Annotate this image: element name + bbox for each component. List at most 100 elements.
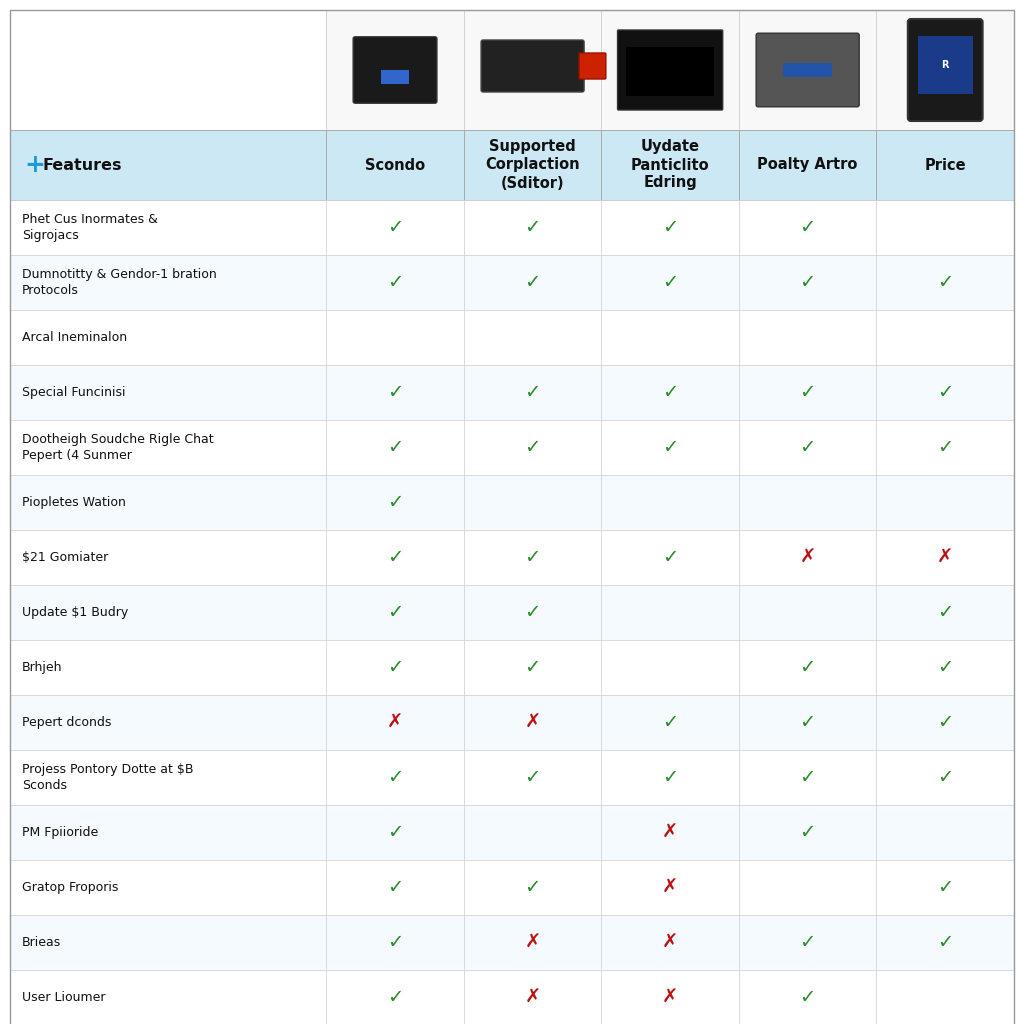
Text: Scondo: Scondo [365,158,425,172]
Bar [464,530,601,585]
Bar [601,860,739,915]
Bar [601,365,739,420]
Bar [464,750,601,805]
Bar [601,750,739,805]
Text: ✓: ✓ [662,383,678,402]
Bar [601,530,739,585]
Text: ✓: ✓ [937,383,953,402]
Bar [464,860,601,915]
Bar [601,420,739,475]
Bar [601,10,739,130]
Bar [327,750,464,805]
Bar [918,37,973,94]
Text: User Lioumer: User Lioumer [22,991,105,1004]
Bar [739,475,877,530]
Bar [464,805,601,860]
Text: $21 Gomiater: $21 Gomiater [22,551,109,564]
Text: ✓: ✓ [387,548,403,567]
Bar [877,585,1014,640]
FancyBboxPatch shape [908,19,983,121]
Text: +: + [24,153,45,177]
Text: ✗: ✗ [387,713,403,732]
Bar [877,420,1014,475]
Text: Features: Features [42,158,122,172]
FancyBboxPatch shape [353,37,437,103]
Bar [877,10,1014,130]
Text: PM Fpiioride: PM Fpiioride [22,826,98,839]
Text: ✗: ✗ [524,713,541,732]
Text: Dootheigh Soudche Rigle Chat
Pepert (4 Sunmer: Dootheigh Soudche Rigle Chat Pepert (4 S… [22,433,214,462]
Text: ✓: ✓ [387,493,403,512]
Bar [877,310,1014,365]
Text: Supported
Corplaction
(Sditor): Supported Corplaction (Sditor) [485,139,580,190]
Bar [464,475,601,530]
Bar [877,200,1014,255]
FancyBboxPatch shape [580,53,606,79]
Text: ✓: ✓ [387,383,403,402]
Bar [739,860,877,915]
Text: Arcal Ineminalon: Arcal Ineminalon [22,331,127,344]
Bar [601,255,739,310]
Text: Brhjeh: Brhjeh [22,662,62,674]
Text: ✓: ✓ [800,383,816,402]
Bar [739,695,877,750]
Text: ✓: ✓ [387,933,403,952]
Text: ✓: ✓ [387,603,403,622]
Text: ✓: ✓ [524,878,541,897]
Text: ✓: ✓ [800,768,816,787]
Bar [10,130,327,200]
Text: Piopletes Wation: Piopletes Wation [22,496,126,509]
Bar [10,10,327,130]
Text: ✓: ✓ [662,438,678,457]
Bar [739,420,877,475]
Text: ✓: ✓ [524,438,541,457]
Text: ✓: ✓ [524,658,541,677]
Bar [327,530,464,585]
Text: ✓: ✓ [387,273,403,292]
Bar [601,805,739,860]
Text: ✓: ✓ [524,548,541,567]
Text: Projess Pontory Dotte at $B
Sconds: Projess Pontory Dotte at $B Sconds [22,763,194,792]
Bar [739,130,877,200]
Bar [877,130,1014,200]
Text: ✓: ✓ [800,438,816,457]
Bar [327,475,464,530]
Text: R: R [941,60,949,71]
Bar [877,640,1014,695]
Bar [739,805,877,860]
Bar [739,915,877,970]
Text: ✓: ✓ [387,823,403,842]
Text: ✗: ✗ [937,548,953,567]
Text: Price: Price [925,158,966,172]
Bar [877,860,1014,915]
Text: ✓: ✓ [662,218,678,237]
Text: ✓: ✓ [937,438,953,457]
Text: ✓: ✓ [524,768,541,787]
Text: ✓: ✓ [387,658,403,677]
Text: Pepert dconds: Pepert dconds [22,716,112,729]
Text: ✓: ✓ [937,713,953,732]
Bar [327,640,464,695]
Text: ✓: ✓ [387,988,403,1007]
Bar [327,200,464,255]
Bar [464,585,601,640]
Text: ✓: ✓ [800,988,816,1007]
Bar [627,47,714,96]
Text: ✓: ✓ [800,933,816,952]
Bar [10,860,327,915]
Text: Gratop Froporis: Gratop Froporis [22,881,119,894]
Bar [739,585,877,640]
Bar [739,750,877,805]
FancyBboxPatch shape [756,33,859,106]
Text: ✓: ✓ [937,768,953,787]
Text: ✓: ✓ [800,218,816,237]
Bar [327,695,464,750]
Text: ✓: ✓ [800,823,816,842]
Text: Phet Cus Inormates &
Sigrojacs: Phet Cus Inormates & Sigrojacs [22,213,158,242]
Text: Special Funcinisi: Special Funcinisi [22,386,126,399]
Text: Dumnotitty & Gendor-1 bration
Protocols: Dumnotitty & Gendor-1 bration Protocols [22,268,217,297]
Bar [877,915,1014,970]
Text: Uydate
Panticlito
Edring: Uydate Panticlito Edring [631,139,710,190]
Bar [601,130,739,200]
Text: ✓: ✓ [524,603,541,622]
